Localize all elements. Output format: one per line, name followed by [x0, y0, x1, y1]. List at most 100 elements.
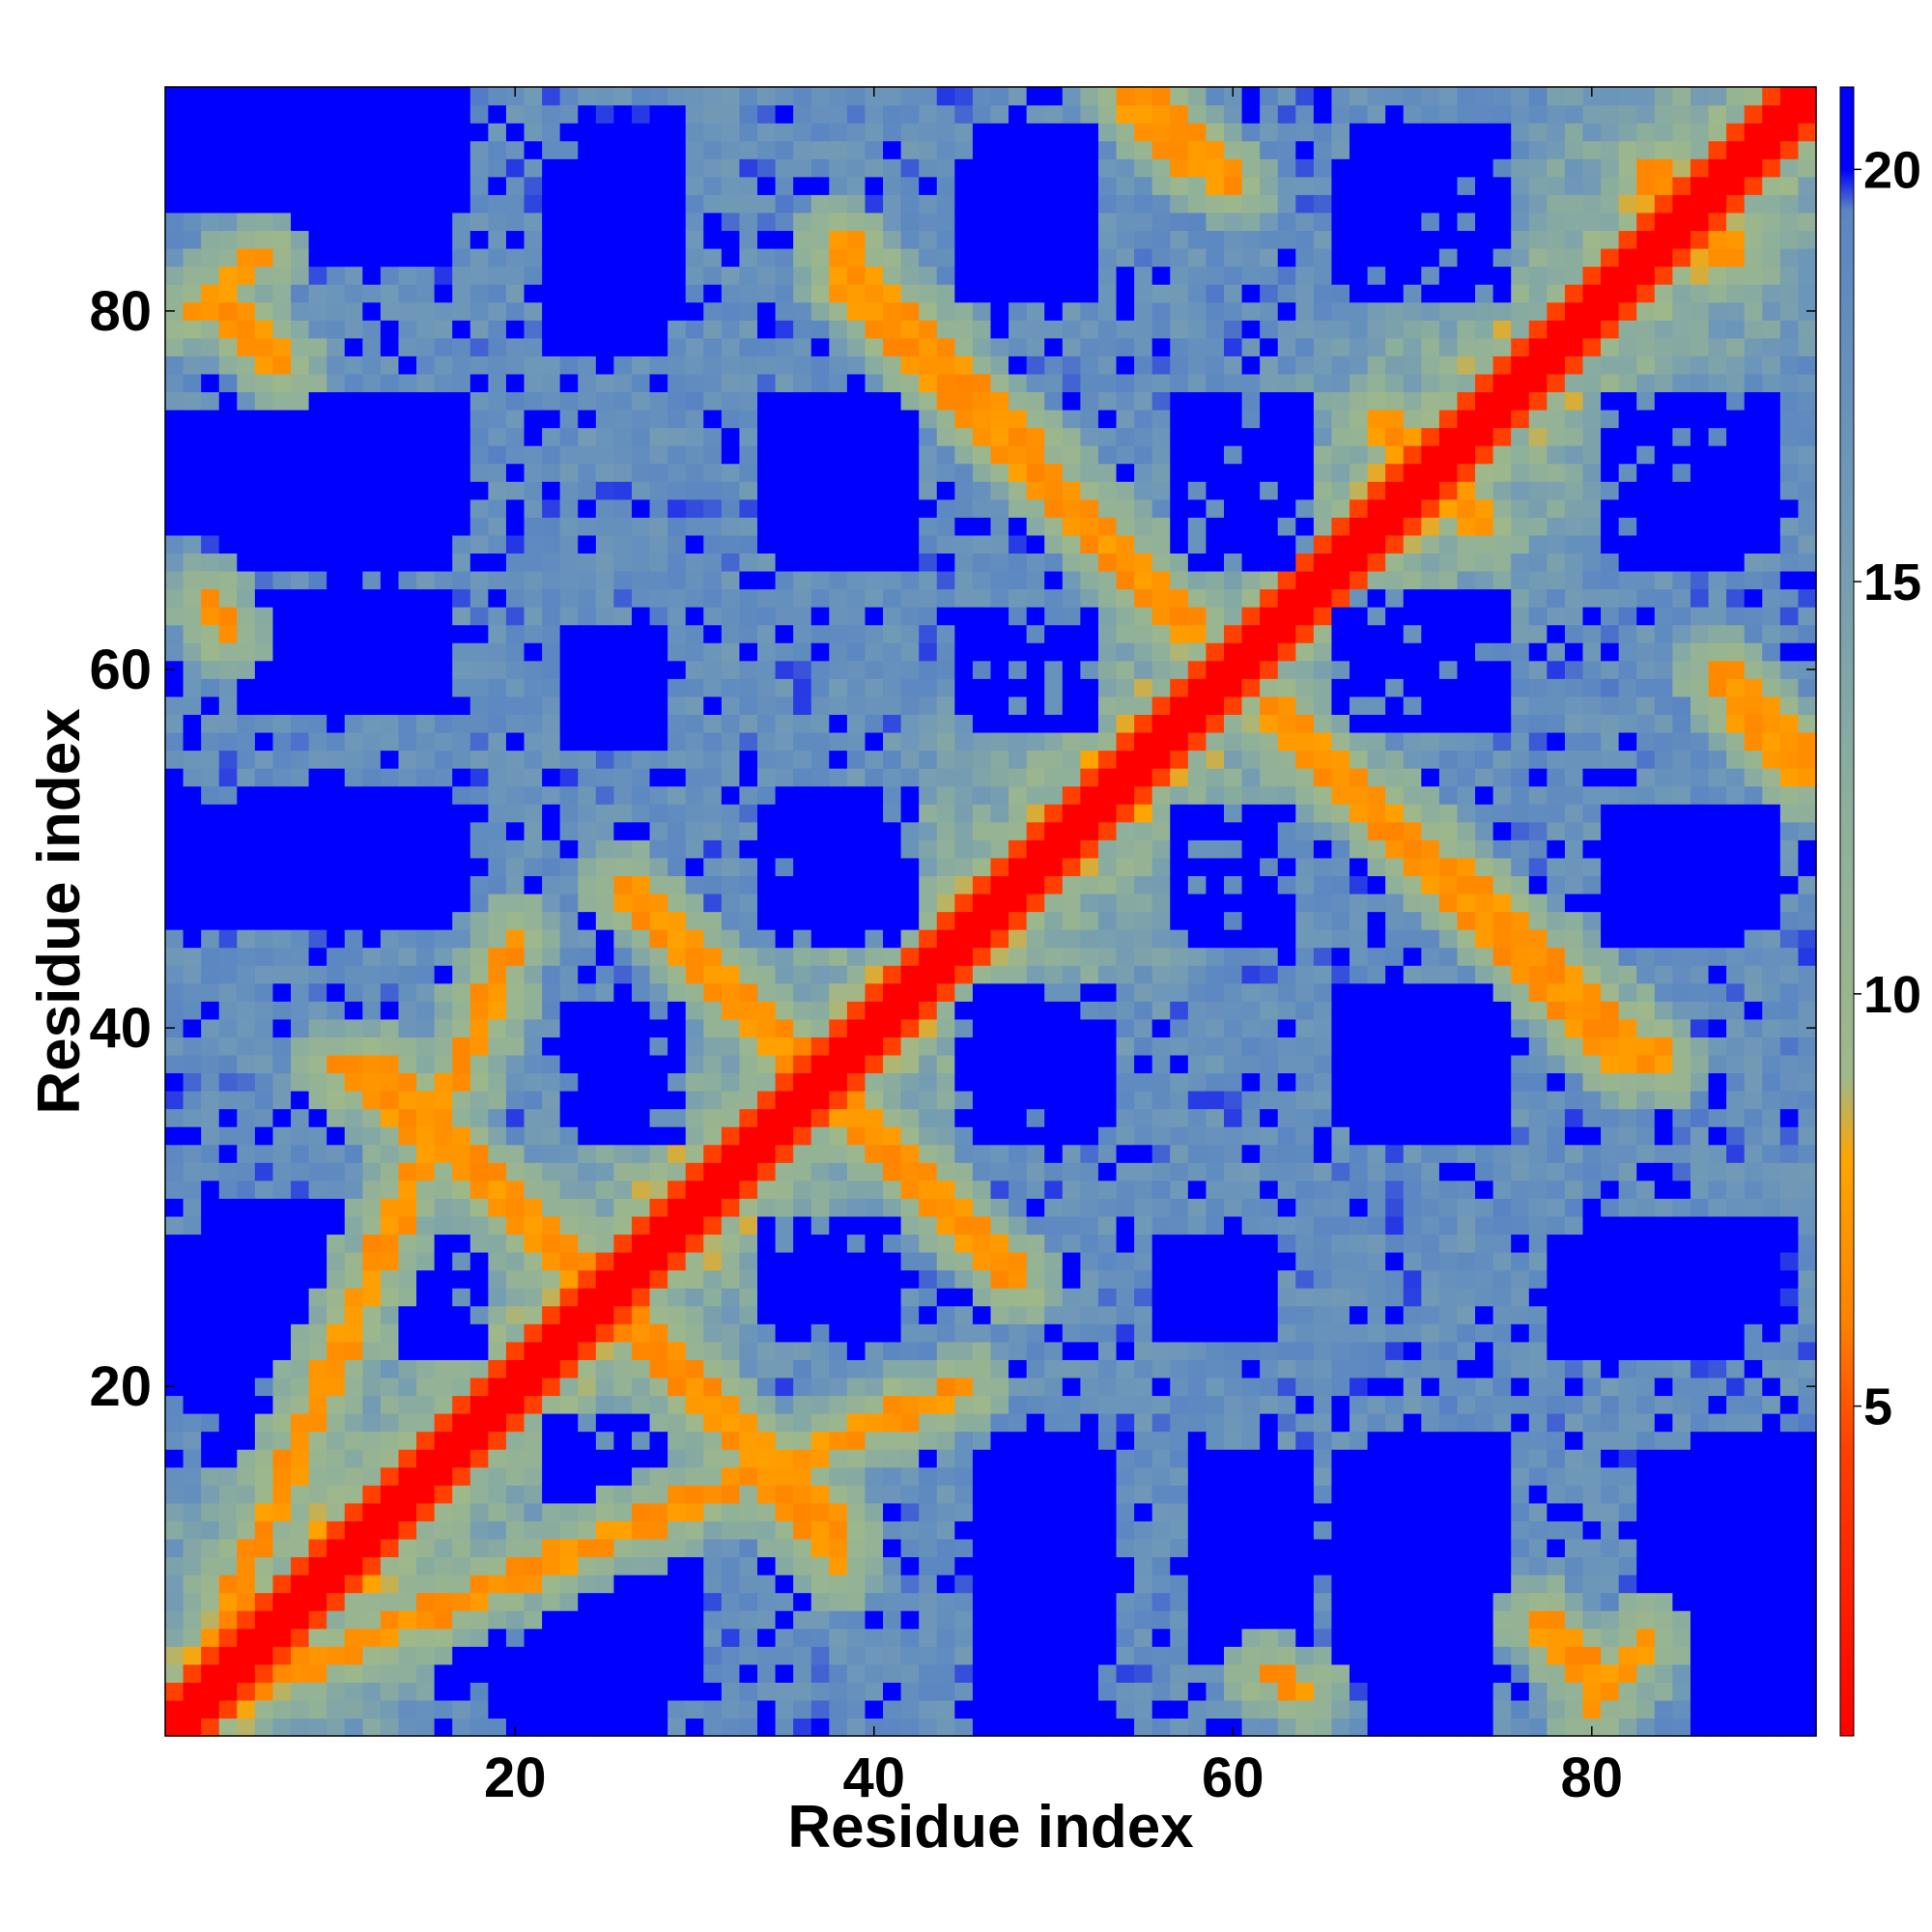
heatmap-cell [649, 194, 668, 213]
heatmap-cell [524, 212, 543, 232]
heatmap-cell [524, 1359, 543, 1378]
heatmap-cell [165, 982, 185, 1002]
heatmap-cell [668, 750, 687, 769]
heatmap-cell [1026, 750, 1045, 769]
heatmap-cell [542, 982, 561, 1002]
heatmap-cell [990, 768, 1009, 787]
heatmap-cell [362, 247, 382, 268]
heatmap-cell [990, 104, 1009, 124]
heatmap-cell [1097, 1037, 1118, 1056]
heatmap-cell [218, 1288, 238, 1307]
heatmap-cell [846, 1108, 867, 1127]
heatmap-cell [327, 1288, 346, 1307]
heatmap-cell [1062, 284, 1081, 303]
heatmap-cell [542, 1592, 561, 1611]
heatmap-cell [883, 373, 902, 393]
heatmap-cell [218, 445, 238, 465]
heatmap-cell [308, 1395, 327, 1414]
heatmap-cell [757, 301, 777, 321]
heatmap-cell [578, 158, 597, 178]
heatmap-cell [919, 534, 938, 554]
heatmap-cell [1062, 1359, 1081, 1378]
heatmap-cell [919, 301, 938, 321]
heatmap-cell [990, 445, 1009, 465]
heatmap-cell [1009, 1502, 1028, 1521]
heatmap-cell [954, 1538, 974, 1558]
heatmap-cell [1044, 517, 1064, 536]
heatmap-cell [183, 785, 202, 805]
heatmap-cell [721, 1610, 741, 1630]
heatmap-cell [1080, 1162, 1099, 1181]
heatmap-cell [254, 481, 274, 500]
heatmap-cell [865, 123, 884, 142]
heatmap-cell [883, 320, 902, 339]
heatmap-cell [1026, 463, 1045, 482]
heatmap-cell [1116, 301, 1135, 321]
heatmap-cell [739, 821, 758, 840]
heatmap-cell [308, 785, 327, 805]
heatmap-cell [1097, 624, 1118, 643]
heatmap-cell [183, 1323, 202, 1343]
heatmap-cell [1080, 570, 1099, 590]
heatmap-cell [829, 1682, 848, 1701]
heatmap-cell [1080, 481, 1099, 500]
heatmap-cell [631, 1091, 651, 1110]
heatmap-cell [524, 1126, 543, 1146]
heatmap-cell [1134, 1485, 1153, 1504]
heatmap-cell [846, 1126, 867, 1146]
heatmap-cell [452, 750, 471, 769]
heatmap-cell [810, 194, 830, 213]
heatmap-cell [846, 678, 867, 697]
heatmap-cell [578, 1520, 597, 1540]
heatmap-cell [810, 481, 830, 500]
heatmap-cell [883, 893, 902, 913]
heatmap-cell [559, 498, 579, 518]
heatmap-cell [362, 1556, 382, 1576]
heatmap-cell [721, 1305, 741, 1324]
heatmap-cell [201, 1502, 220, 1521]
heatmap-cell [757, 1466, 777, 1486]
heatmap-cell [559, 1341, 579, 1360]
heatmap-cell [900, 1718, 920, 1737]
heatmap-cell [990, 1305, 1009, 1324]
heatmap-cell [919, 1502, 938, 1521]
heatmap-cell [703, 301, 723, 321]
heatmap-cell [936, 1556, 955, 1576]
heatmap-cell [613, 1305, 633, 1324]
heatmap-cell [416, 1556, 436, 1576]
heatmap-cell [452, 1395, 471, 1414]
heatmap-cell [398, 982, 417, 1002]
heatmap-cell [846, 1288, 867, 1307]
heatmap-cell [1009, 1699, 1028, 1719]
heatmap-cell [254, 731, 274, 752]
heatmap-cell [1044, 642, 1064, 662]
heatmap-cell [398, 194, 417, 213]
heatmap-cell [559, 821, 579, 840]
heatmap-cell [1097, 123, 1118, 142]
heatmap-cell [218, 660, 238, 679]
heatmap-cell [1062, 1001, 1081, 1020]
heatmap-cell [865, 1485, 884, 1504]
heatmap-cell [362, 355, 382, 375]
heatmap-cell [344, 750, 363, 769]
heatmap-cell [578, 678, 597, 697]
heatmap-cell [488, 320, 507, 339]
heatmap-cell [972, 893, 992, 913]
heatmap-cell [1026, 104, 1045, 124]
heatmap-cell [416, 642, 436, 662]
heatmap-cell [344, 87, 363, 106]
heatmap-cell [165, 785, 185, 805]
heatmap-cell [416, 1592, 436, 1611]
heatmap-cell [237, 1646, 256, 1665]
heatmap-cell [1080, 355, 1099, 375]
heatmap-cell [380, 1485, 400, 1504]
heatmap-cell [775, 947, 794, 966]
heatmap-cell [291, 893, 310, 913]
heatmap-cell [542, 284, 561, 303]
heatmap-cell [165, 731, 185, 752]
heatmap-cell [900, 1395, 920, 1414]
heatmap-cell [362, 87, 382, 106]
heatmap-cell [452, 1610, 471, 1630]
heatmap-cell [183, 1091, 202, 1110]
heatmap-cell [1116, 1449, 1135, 1468]
